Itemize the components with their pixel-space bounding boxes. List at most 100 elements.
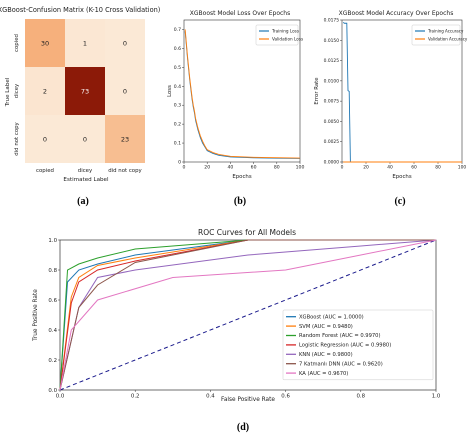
roc-title: ROC Curves for All Models xyxy=(198,228,296,237)
cm-col-tick: did not copy xyxy=(108,168,142,174)
cm-cell-value: 0 xyxy=(43,136,47,144)
cm-cell xyxy=(65,19,105,67)
series-line xyxy=(184,29,301,159)
legend-label: SVM (AUC = 0.9480) xyxy=(299,324,353,330)
series-line xyxy=(59,239,437,391)
acc-ylabel: Error Rate xyxy=(314,77,320,105)
x-tick-label: 0.4 xyxy=(206,393,215,399)
cm-cell-value: 73 xyxy=(81,88,89,96)
x-tick-label: 80 xyxy=(274,165,280,171)
roc-chance-diagonal xyxy=(59,239,437,391)
acc-xlabel: Epochs xyxy=(392,174,412,180)
cm-cell xyxy=(65,115,105,163)
cm-cell-value: 30 xyxy=(41,40,49,48)
acc-title: XGBoost Model Accuracy Over Epochs xyxy=(339,10,454,17)
y-tick-label: 0.0125 xyxy=(324,58,340,64)
cm-cell-value: 1 xyxy=(83,40,87,48)
y-tick-label: 0.0000 xyxy=(324,159,340,165)
x-tick-label: 20 xyxy=(204,165,210,171)
x-tick-label: 60 xyxy=(251,165,257,171)
y-tick-label: 0.4 xyxy=(48,328,57,334)
legend-box xyxy=(255,24,299,46)
legend-label: KNN (AUC = 0.9800) xyxy=(299,352,353,358)
y-tick-label: 0.0 xyxy=(48,388,57,394)
x-tick-label: 0.6 xyxy=(281,393,290,399)
legend-label: KA (AUC = 0.9670) xyxy=(299,371,348,377)
y-tick-label: 0.0050 xyxy=(324,119,340,125)
series-line xyxy=(59,239,436,391)
x-tick-label: 0.8 xyxy=(357,393,366,399)
cm-row-tick: dicey xyxy=(14,83,20,98)
legend-label: 7 Katmanlı DNN (AUC = 0.9620) xyxy=(299,361,383,367)
y-tick-label: 0.0150 xyxy=(324,38,340,44)
cm-cell xyxy=(65,67,105,115)
cm-title: XGBoost-Confusion Matrix (K-10 Cross Val… xyxy=(0,6,160,14)
y-tick-label: 1.0 xyxy=(48,238,57,244)
cm-cell xyxy=(105,115,145,163)
loss-panel: XGBoost Model Loss Over Epochs 0 20 40 60 80… xyxy=(167,10,304,207)
legend-box xyxy=(411,24,461,46)
panel-label-c: (c) xyxy=(394,196,405,207)
cm-cell xyxy=(25,67,65,115)
cm-cell-value: 2 xyxy=(43,88,47,96)
y-tick-label: 0.0175 xyxy=(324,17,340,23)
legend-label: Training Accuracy xyxy=(427,28,464,33)
cm-cell xyxy=(25,115,65,163)
x-tick-label: 20 xyxy=(363,164,369,170)
x-tick-label: 80 xyxy=(435,164,441,170)
cm-cell-value: 23 xyxy=(121,136,129,144)
cm-cell-value: 0 xyxy=(123,40,127,48)
y-tick-label: 0.6 xyxy=(174,46,181,52)
y-tick-label: 0.1 xyxy=(174,141,181,147)
y-tick-label: 0.2 xyxy=(48,358,57,364)
cm-col-tick: copied xyxy=(36,168,54,174)
cm-cell xyxy=(105,67,145,115)
y-tick-label: 0.0100 xyxy=(324,78,340,84)
roc-ylabel: True Positive Rate xyxy=(33,289,39,342)
cm-col-tick: dicey xyxy=(78,168,93,174)
loss-xlabel: Epochs xyxy=(232,174,252,180)
x-tick-label: 0.2 xyxy=(131,393,140,399)
y-tick-label: 0.0075 xyxy=(324,99,340,105)
y-tick-label: 0 xyxy=(178,160,181,166)
cm-cell xyxy=(105,19,145,67)
cm-cell-value: 0 xyxy=(83,136,87,144)
legend-label: Validation Accuracy xyxy=(428,36,468,41)
legend-label: Random Forest (AUC = 0.9970) xyxy=(299,333,381,339)
y-tick-label: 0.8 xyxy=(48,268,57,274)
panel-label-d: (d) xyxy=(237,422,249,433)
legend-label: XGBoost (AUC = 1.0000) xyxy=(299,314,364,320)
cm-cell xyxy=(25,19,65,67)
series-line xyxy=(342,22,462,163)
roc-xlabel: False Positive Rate xyxy=(221,397,275,403)
legend-label: Logistic Regression (AUC = 0.9980) xyxy=(299,343,391,349)
y-tick-label: 0.0025 xyxy=(324,139,340,145)
cm-cell-value: 0 xyxy=(123,88,127,96)
cm-row-tick: copied xyxy=(14,34,20,52)
x-tick-label: 60 xyxy=(411,164,417,170)
loss-title: XGBoost Model Loss Over Epochs xyxy=(190,10,290,17)
panel-label-a: (a) xyxy=(77,196,89,207)
x-tick-label: 100 xyxy=(296,165,305,171)
accuracy-panel: XGBoost Model Accuracy Over Epochs 0 20 40… xyxy=(314,10,468,207)
legend-label: Training Loss xyxy=(271,28,299,33)
cm-row-tick: did not copy xyxy=(14,121,20,155)
x-tick-label: 0.0 xyxy=(56,393,65,399)
y-tick-label: 0.2 xyxy=(174,122,181,128)
x-tick-label: 40 xyxy=(227,165,233,171)
x-tick-label: 40 xyxy=(387,164,393,170)
y-tick-label: 0.4 xyxy=(174,84,181,90)
x-tick-label: 1.0 xyxy=(432,393,441,399)
confusion-matrix-panel: XGBoost-Confusion Matrix (K-10 Cross Val… xyxy=(0,6,160,207)
cm-ylabel: True Label xyxy=(5,77,11,107)
y-tick-label: 0.5 xyxy=(174,65,181,71)
x-tick-label: 0 xyxy=(183,165,186,171)
x-tick-label: 0 xyxy=(341,164,344,170)
legend-label: Validation Loss xyxy=(272,36,303,41)
y-tick-label: 0.3 xyxy=(174,103,181,109)
x-tick-label: 100 xyxy=(458,164,467,170)
y-tick-label: 0.6 xyxy=(48,298,57,304)
loss-ylabel: Loss xyxy=(167,85,173,97)
cm-xlabel: Estimated Label xyxy=(63,177,109,183)
